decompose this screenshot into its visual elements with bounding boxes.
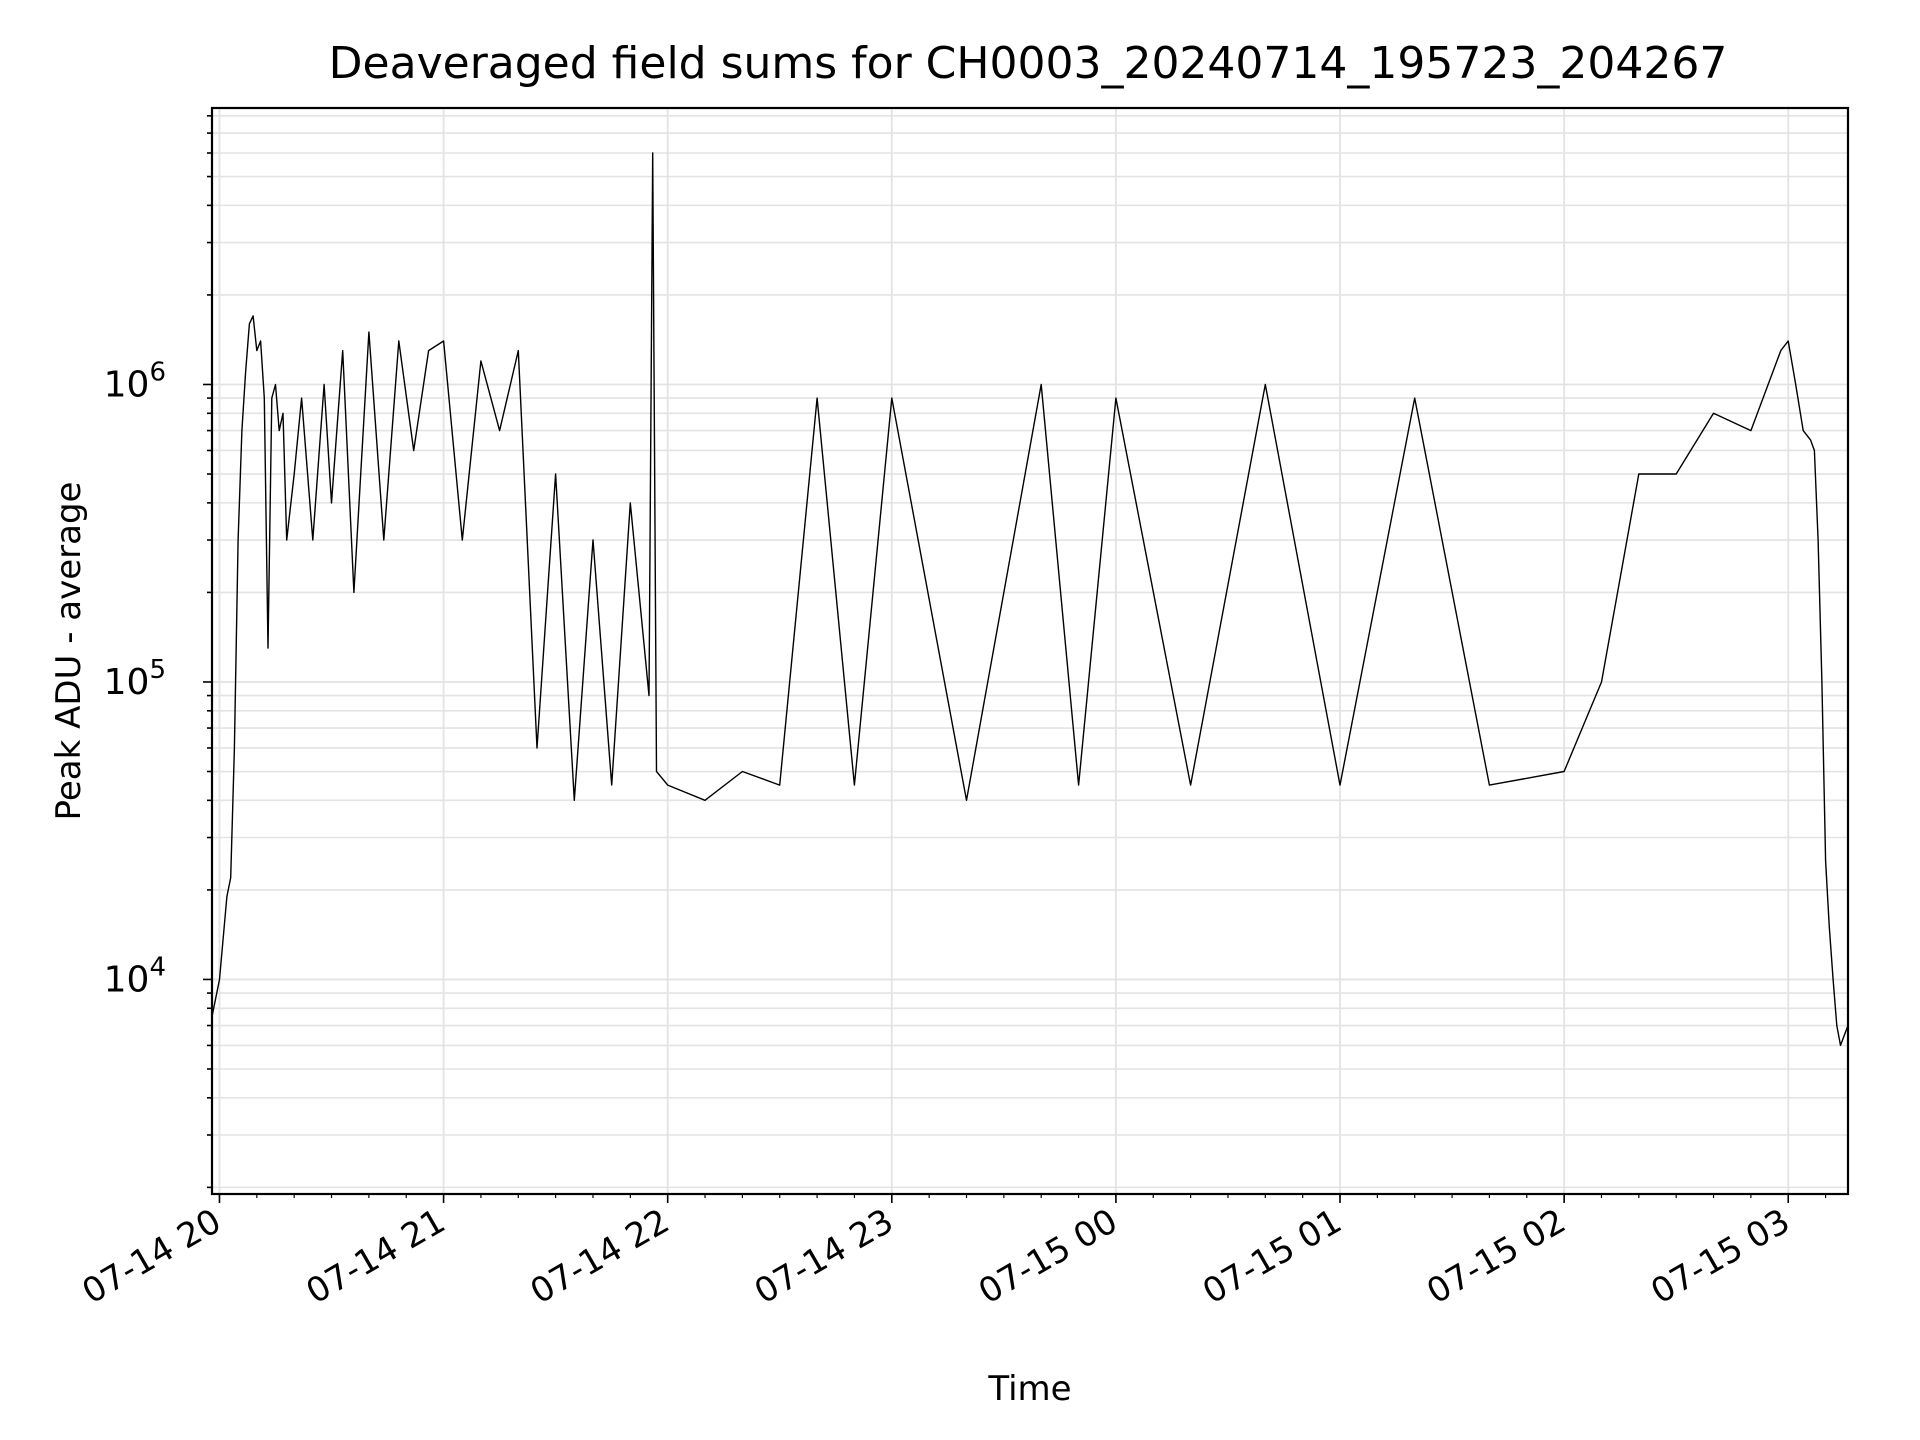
- chart-title: Deaveraged field sums for CH0003_2024071…: [329, 38, 1728, 89]
- axis-ticks: [203, 115, 1827, 1203]
- x-axis-label: Time: [987, 1369, 1071, 1409]
- grid-lines: [212, 108, 1848, 1194]
- plot-frame: [210, 106, 1850, 1196]
- y-tick-label: 104: [104, 952, 166, 1000]
- y-tick-label: 105: [104, 655, 166, 703]
- y-tick-label: 106: [104, 357, 166, 405]
- data-series: [211, 152, 1849, 1047]
- series-line: [211, 152, 1849, 1047]
- y-tick-labels: 104 105 106: [104, 357, 166, 1000]
- y-axis-label: Peak ADU - average: [49, 482, 89, 821]
